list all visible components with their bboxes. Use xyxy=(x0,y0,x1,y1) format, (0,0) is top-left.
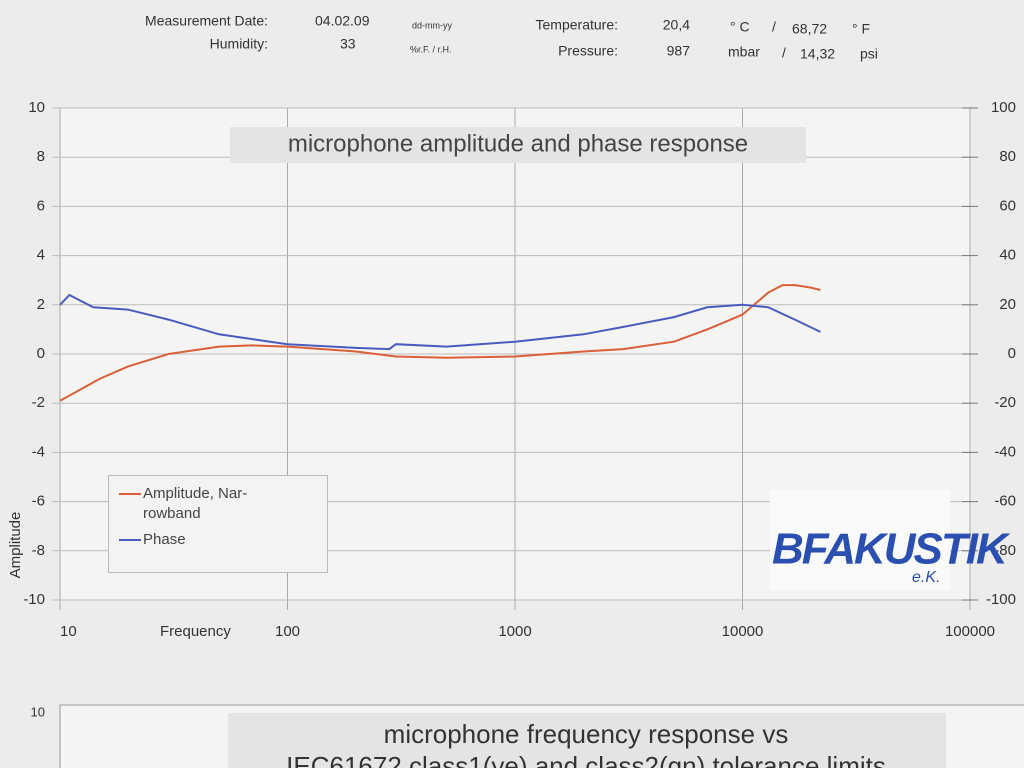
value: 68,72 xyxy=(792,21,827,37)
x-tick-label: 100 xyxy=(275,623,300,640)
legend-label: Amplitude, Nar-rowband xyxy=(143,485,248,522)
y2-tick-label: 20 xyxy=(999,296,1016,313)
unit: ° F xyxy=(852,21,870,37)
y2-tick-label: 100 xyxy=(991,99,1016,116)
y2-tick-label: -60 xyxy=(994,493,1016,510)
y2-tick-label: -80 xyxy=(994,542,1016,559)
y-tick-label: 0 xyxy=(37,345,45,362)
x-tick-label: 1000 xyxy=(498,623,531,640)
value: 987 xyxy=(667,43,691,59)
legend-item: Amplitude, Nar-rowband xyxy=(119,484,278,524)
y-tick-label: -2 xyxy=(32,394,45,411)
y2-tick-label: 40 xyxy=(999,247,1016,264)
sep: / xyxy=(782,45,786,61)
title-box-2 xyxy=(228,713,946,768)
header: Measurement Date: 04.02.09 dd-mm-yy Temp… xyxy=(145,13,878,62)
x-tick-label: 10 xyxy=(60,623,77,640)
y-tick-label: -8 xyxy=(32,542,45,559)
legend-swatch xyxy=(119,539,141,541)
y-tick-label: 6 xyxy=(37,197,45,214)
title-box xyxy=(230,127,806,163)
y-tick-label: 10 xyxy=(28,99,45,116)
logo: BFAKUSTIK xyxy=(772,525,1011,574)
unit: psi xyxy=(860,46,878,62)
x-tick-label: 10000 xyxy=(722,623,764,640)
y-tick-label: 8 xyxy=(37,148,45,165)
y-tick-label: -4 xyxy=(32,443,45,460)
logo-box xyxy=(770,490,950,590)
series-line xyxy=(59,284,821,402)
y2-tick-label: 60 xyxy=(999,197,1016,214)
value: 14,32 xyxy=(800,46,835,62)
x-tick-label: 100000 xyxy=(945,623,995,640)
unit: dd-mm-yy xyxy=(412,20,452,30)
sep: / xyxy=(772,19,776,35)
y-tick-label: 4 xyxy=(37,247,45,264)
label: Humidity: xyxy=(210,36,268,52)
y-tick-label: 2 xyxy=(37,296,45,313)
y-tick-label: -10 xyxy=(23,591,45,608)
y2-tick-label: -20 xyxy=(994,394,1016,411)
series-line xyxy=(59,293,821,351)
y-tick-label: -6 xyxy=(32,493,45,510)
value: 20,4 xyxy=(663,17,690,33)
y2-tick-label: 80 xyxy=(999,148,1016,165)
value: 04.02.09 xyxy=(315,13,370,29)
x-axis-label: Frequency xyxy=(160,623,231,640)
unit: mbar xyxy=(728,44,760,60)
chart-title-2: microphone frequency response vs xyxy=(384,719,789,749)
value: 33 xyxy=(340,36,356,52)
label: Temperature: xyxy=(536,17,618,33)
y2-tick-label: 0 xyxy=(1008,345,1016,362)
chart-title: microphone amplitude and phase response xyxy=(288,130,748,157)
legend: Amplitude, Nar-rowband Phase xyxy=(108,475,328,573)
y2-tick-label: -100 xyxy=(986,591,1016,608)
legend-swatch xyxy=(119,493,141,495)
chart-subtitle-2: IEC61672 class1(ye) and class2(gn) toler… xyxy=(286,751,886,768)
logo-suffix: e.K. xyxy=(912,569,940,586)
label: Pressure: xyxy=(558,43,618,59)
label: Measurement Date: xyxy=(145,13,268,29)
y2-tick-label: -40 xyxy=(994,443,1016,460)
series xyxy=(59,284,821,402)
unit: ° C xyxy=(730,19,750,35)
y-axis-label: Amplitude xyxy=(7,512,24,579)
y-tick-label: 10 xyxy=(31,704,45,719)
legend-item: Phase xyxy=(119,530,278,550)
legend-label: Phase xyxy=(143,531,186,548)
unit: %r.F. / r.H. xyxy=(410,44,452,54)
